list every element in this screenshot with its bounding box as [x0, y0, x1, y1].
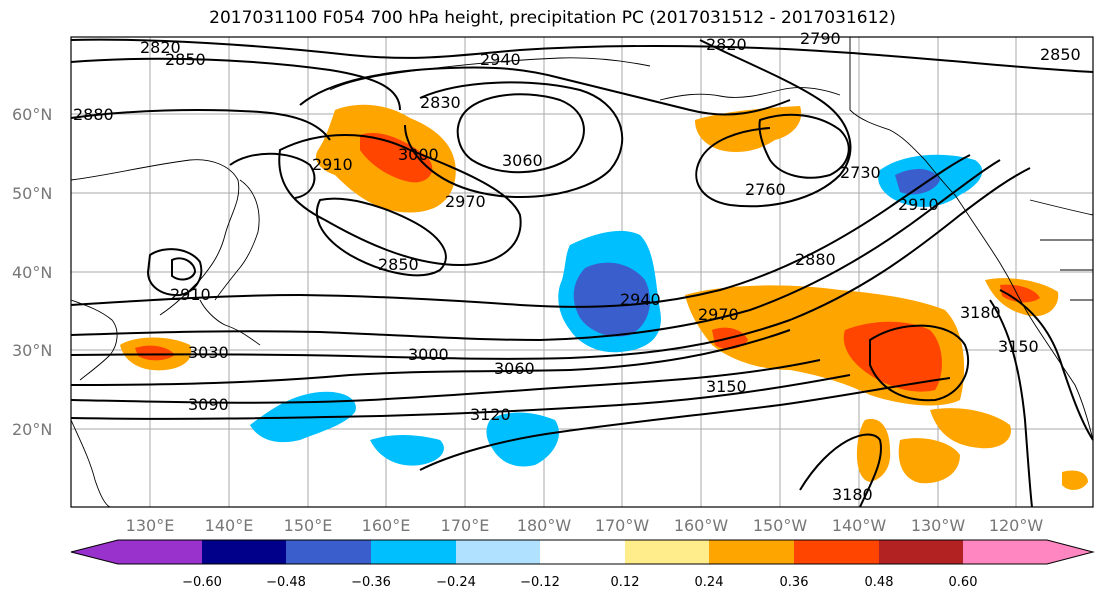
colorbar-tick: −0.48 [266, 575, 306, 590]
height-contours [70, 38, 1094, 508]
contour-label: 3180 [832, 485, 873, 504]
lon-label: 140°W [832, 516, 887, 535]
colorbar-cell [540, 540, 625, 564]
contour-label: 2850 [1040, 45, 1081, 64]
colorbar-cell [286, 540, 371, 564]
contour-label: 3030 [188, 343, 229, 362]
contour-label: 3060 [502, 151, 543, 170]
colorbar-ticks: −0.60 −0.48 −0.36 −0.24 −0.12 0.12 0.24 … [182, 575, 977, 590]
colorbar-cell [202, 540, 286, 564]
colorbar-tick: 0.12 [611, 575, 640, 590]
contour-label: 3150 [998, 337, 1039, 356]
colorbar-cell [118, 540, 202, 564]
lon-label: 180°W [517, 516, 572, 535]
contour-label: 2820 [706, 35, 747, 54]
lat-label: 40°N [12, 263, 52, 282]
contour-label: 2910 [170, 285, 211, 304]
lon-label: 130°W [911, 516, 966, 535]
coastlines [70, 37, 1094, 508]
contour-label: 2760 [745, 180, 786, 199]
colorbar-tick: −0.24 [436, 575, 476, 590]
colorbar-cell [371, 540, 456, 564]
lon-label: 120°W [989, 516, 1044, 535]
map-frame [70, 36, 1094, 508]
colorbar-high-extend [1047, 540, 1093, 564]
colorbar-tick: 0.60 [949, 575, 978, 590]
colorbar-tick: 0.36 [780, 575, 809, 590]
map-title: 2017031100 F054 700 hPa height, precipit… [209, 8, 896, 28]
colorbar-tick: −0.12 [520, 575, 560, 590]
colorbar-cell [794, 540, 879, 564]
lon-label: 170°E [441, 516, 490, 535]
contour-label: 2730 [840, 163, 881, 182]
lat-label: 60°N [12, 105, 52, 124]
lon-label: 140°E [205, 516, 254, 535]
lon-label: 150°W [753, 516, 808, 535]
contour-label: 2830 [420, 93, 461, 112]
lon-labels: 130°E 140°E 150°E 160°E 170°E 180°W 170°… [126, 516, 1044, 535]
contour-labels: 2820 2850 2880 2940 2830 3000 2910 2970 … [73, 29, 1081, 504]
contour-label: 2850 [378, 255, 419, 274]
colorbar-tick: −0.60 [182, 575, 222, 590]
contour-label: 2970 [445, 192, 486, 211]
contour-label: 3000 [398, 145, 439, 164]
contour-label: 3150 [706, 377, 747, 396]
contour-label: 2880 [795, 250, 836, 269]
colorbar-tick: −0.36 [351, 575, 391, 590]
colorbar-cell [709, 540, 794, 564]
contour-label: 3000 [408, 345, 449, 364]
contour-label: 2940 [480, 50, 521, 69]
contour-label: 2820 [140, 38, 181, 57]
contour-label: 3180 [960, 303, 1001, 322]
colorbar-cell [625, 540, 709, 564]
contour-label: 2940 [620, 290, 661, 309]
lon-label: 160°E [362, 516, 411, 535]
colorbar [70, 539, 1095, 565]
lon-label: 130°E [126, 516, 175, 535]
lat-labels: 60°N 50°N 40°N 30°N 20°N [12, 105, 52, 439]
colorbar-cell [963, 540, 1047, 564]
contour-label: 2880 [73, 105, 114, 124]
colorbar-tick: 0.48 [865, 575, 894, 590]
colorbar-low-extend [71, 540, 118, 564]
lon-label: 150°E [284, 516, 333, 535]
lon-label: 170°W [595, 516, 650, 535]
contour-label: 3120 [470, 405, 511, 424]
precip-shading [120, 104, 1088, 490]
contour-label: 2910 [898, 195, 939, 214]
contour-label: 2970 [698, 305, 739, 324]
contour-label: 2790 [800, 29, 841, 48]
lat-label: 30°N [12, 341, 52, 360]
lat-label: 20°N [12, 420, 52, 439]
colorbar-cell [456, 540, 540, 564]
contour-label: 3090 [188, 395, 229, 414]
contour-label: 2910 [312, 155, 353, 174]
contour-label: 2850 [165, 50, 206, 69]
lon-label: 160°W [674, 516, 729, 535]
contour-label: 3060 [494, 359, 535, 378]
lat-label: 50°N [12, 184, 52, 203]
colorbar-cell [879, 540, 963, 564]
colorbar-tick: 0.24 [695, 575, 724, 590]
